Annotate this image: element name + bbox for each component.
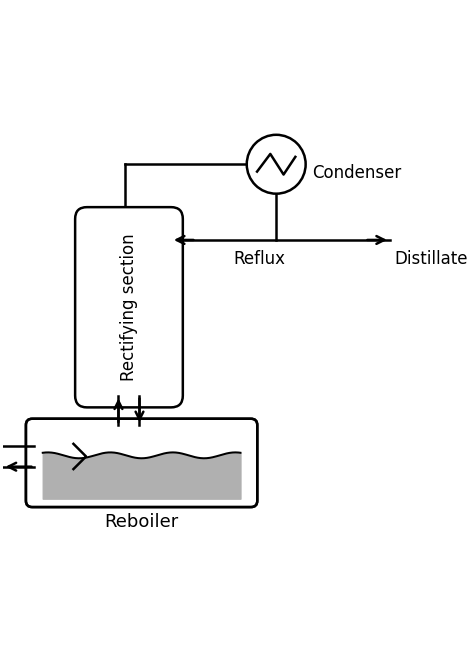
Text: Distillate: Distillate	[394, 251, 467, 269]
Text: Condenser: Condenser	[312, 164, 401, 182]
FancyBboxPatch shape	[75, 207, 183, 408]
FancyBboxPatch shape	[26, 419, 257, 507]
Circle shape	[247, 135, 306, 194]
Text: Reflux: Reflux	[233, 251, 285, 269]
Text: Rectifying section: Rectifying section	[120, 233, 138, 381]
Text: Reboiler: Reboiler	[104, 513, 179, 531]
